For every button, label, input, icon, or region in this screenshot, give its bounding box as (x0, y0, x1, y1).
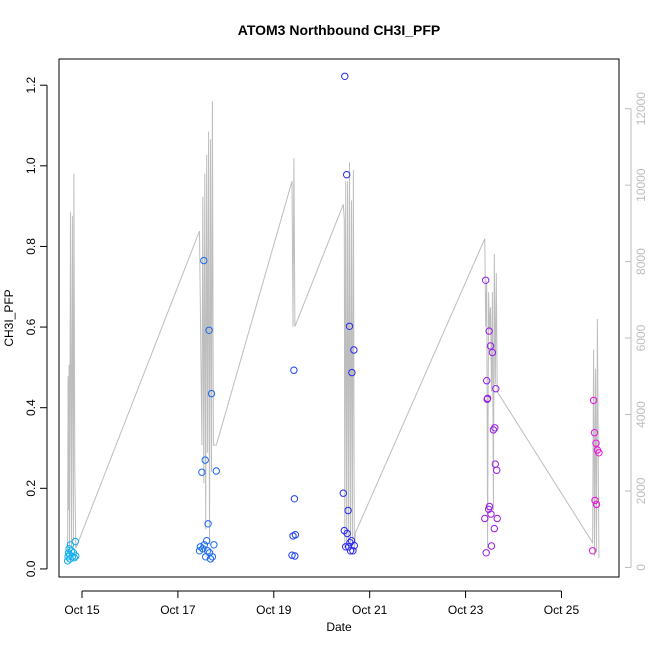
altitude-line (67, 101, 600, 558)
data-point (342, 543, 350, 551)
y-tick-label: 0.8 (24, 238, 38, 255)
y2-tick-label: 10000 (634, 168, 648, 202)
data-point (345, 322, 354, 330)
plot-frame (58, 58, 620, 578)
y2-tick-label: 4000 (634, 401, 648, 428)
data-point (291, 552, 299, 560)
data-point (203, 537, 211, 545)
data-point (489, 426, 498, 434)
data-point (288, 551, 296, 559)
altitude-line-layer (67, 101, 600, 558)
data-point (290, 366, 298, 374)
data-point (212, 467, 221, 475)
data-point (343, 171, 351, 179)
x-axis-label: Date (326, 620, 352, 634)
data-point (488, 348, 497, 357)
data-point (341, 72, 349, 81)
y-tick-label: 0.2 (24, 480, 38, 497)
y2-axis: 0 2000 4000 6000 8000 10000 12000 (625, 92, 648, 571)
data-point (592, 439, 600, 447)
data-point (490, 524, 498, 533)
y2-tick-label: 12000 (634, 92, 648, 126)
y2-tick-label: 0 (634, 564, 648, 571)
data-point (483, 377, 491, 385)
data-point (344, 506, 352, 515)
y-tick-label: 1.0 (24, 157, 38, 174)
data-point (485, 327, 493, 335)
data-point (196, 543, 205, 551)
data-point (71, 537, 80, 546)
data-point (343, 529, 351, 538)
data-point (339, 489, 347, 497)
x-tick-label: Oct 17 (160, 603, 196, 617)
x-tick-label: Oct 25 (544, 603, 580, 617)
y-axis-label: CH3I_PFP (2, 289, 16, 346)
y-tick-label: 0.0 (24, 560, 38, 577)
data-point (491, 424, 499, 432)
data-point (485, 502, 494, 511)
data-point (481, 514, 489, 523)
data-point (595, 449, 603, 457)
data-point (493, 514, 501, 523)
data-point (592, 500, 601, 509)
data-point (591, 496, 599, 505)
data-point (350, 541, 358, 550)
x-tick-label: Oct 23 (448, 603, 484, 617)
data-point (349, 547, 357, 555)
data-point (492, 385, 500, 393)
x-tick-label: Oct 19 (256, 603, 292, 617)
x-tick-label: Oct 15 (64, 603, 100, 617)
data-point (482, 276, 490, 284)
data-point (487, 510, 495, 518)
data-point (589, 396, 598, 405)
data-point (350, 346, 358, 354)
data-point (590, 429, 599, 437)
data-point (204, 520, 212, 528)
data-point (206, 555, 215, 563)
data-point (200, 541, 209, 549)
data-point (205, 326, 213, 334)
data-point (203, 547, 212, 555)
y-tick-label: 1.2 (24, 77, 38, 94)
x-tick-label: Oct 21 (352, 603, 388, 617)
data-point (201, 456, 209, 464)
data-point (70, 554, 79, 562)
data-point (207, 389, 216, 398)
data-point (198, 468, 206, 476)
data-point (482, 549, 490, 557)
x-axis: Oct 15 Oct 17 Oct 19 Oct 21 Oct 23 Oct 25 (64, 590, 580, 617)
y2-tick-label: 6000 (634, 324, 648, 351)
y2-tick-label: 2000 (634, 477, 648, 504)
data-point (483, 394, 492, 403)
data-point (199, 545, 207, 553)
data-point (348, 368, 356, 377)
data-points-layer (63, 72, 603, 565)
data-point (291, 531, 300, 539)
y-tick-label: 0.4 (24, 399, 38, 416)
data-point (200, 256, 208, 265)
data-point (487, 542, 496, 550)
data-point (72, 552, 80, 560)
data-point (486, 342, 495, 350)
data-point (344, 543, 353, 551)
data-point (290, 495, 299, 503)
data-point (588, 547, 597, 555)
chart-title: ATOM3 Northbound CH3I_PFP (238, 22, 440, 38)
data-point (346, 547, 355, 555)
y-axis: 0.0 0.2 0.4 0.6 0.8 1.0 1.2 (24, 77, 48, 577)
y-tick-label: 0.6 (24, 318, 38, 335)
data-point (493, 466, 501, 474)
data-point (210, 541, 218, 549)
y2-tick-label: 8000 (634, 248, 648, 275)
data-point (208, 553, 217, 561)
data-point (66, 555, 74, 563)
